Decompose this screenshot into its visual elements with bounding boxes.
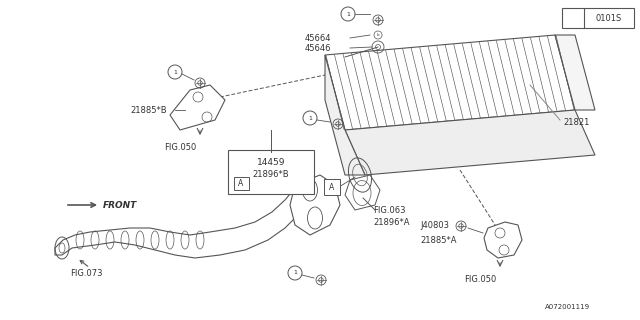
FancyBboxPatch shape — [324, 179, 340, 195]
Text: A: A — [330, 182, 335, 191]
Text: FIG.063: FIG.063 — [373, 205, 406, 214]
Text: J40803: J40803 — [420, 220, 449, 229]
Text: 0101S: 0101S — [596, 13, 622, 22]
Text: 21885*B: 21885*B — [130, 106, 166, 115]
Text: 45646: 45646 — [305, 44, 332, 52]
Text: A: A — [238, 179, 244, 188]
Text: b: b — [377, 33, 380, 37]
Text: FRONT: FRONT — [103, 201, 137, 210]
Text: FIG.050: FIG.050 — [464, 275, 496, 284]
Text: 1: 1 — [346, 12, 350, 17]
Polygon shape — [325, 35, 575, 130]
Polygon shape — [290, 175, 340, 235]
Text: 1: 1 — [293, 270, 297, 276]
Polygon shape — [55, 185, 315, 258]
Text: FIG.073: FIG.073 — [70, 269, 102, 278]
Text: A072001119: A072001119 — [545, 304, 590, 310]
Text: 1: 1 — [173, 69, 177, 75]
Text: 45664: 45664 — [305, 34, 332, 43]
Text: 21896*A: 21896*A — [373, 218, 410, 227]
Text: 21821: 21821 — [563, 117, 589, 126]
Text: 1: 1 — [571, 15, 575, 20]
Text: 21896*B: 21896*B — [253, 170, 289, 179]
Polygon shape — [170, 85, 225, 130]
Text: FIG.050: FIG.050 — [164, 142, 196, 151]
Polygon shape — [325, 55, 365, 175]
Polygon shape — [484, 222, 522, 258]
Polygon shape — [345, 175, 380, 210]
Bar — [562, 8, 634, 28]
Text: 21885*A: 21885*A — [420, 236, 456, 244]
FancyBboxPatch shape — [234, 177, 249, 190]
FancyBboxPatch shape — [228, 150, 314, 194]
Polygon shape — [345, 110, 595, 175]
Text: 14459: 14459 — [257, 157, 285, 166]
Polygon shape — [555, 35, 595, 110]
Text: 1: 1 — [308, 116, 312, 121]
